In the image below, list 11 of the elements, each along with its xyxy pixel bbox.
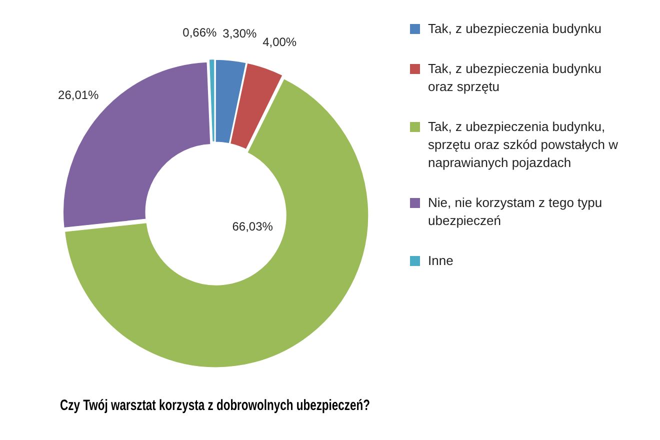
text: Czy Twój warsztat korzysta z dobrowolnych ubezpieczeń?	[60, 396, 370, 414]
data-label: 66,03%	[232, 220, 274, 234]
data-label: 26,01%	[58, 88, 100, 102]
legend-label: Tak, z ubezpieczenia budynku, sprzętu oraz szkód powstałych w naprawianych pojazdach	[428, 118, 620, 172]
legend-label: Nie, nie korzystam z tego typu ubezpieczeń	[428, 194, 604, 230]
data-label: 0,66%	[182, 25, 218, 40]
legend-label: Tak, z ubezpieczenia budynku	[428, 20, 602, 38]
legend-label: Tak, z ubezpieczenia budynku oraz sprzętu	[428, 60, 602, 96]
legend-label: Inne	[428, 252, 454, 270]
data-label: 3,30%	[222, 26, 258, 40]
data-label: 4,00%	[262, 35, 297, 50]
